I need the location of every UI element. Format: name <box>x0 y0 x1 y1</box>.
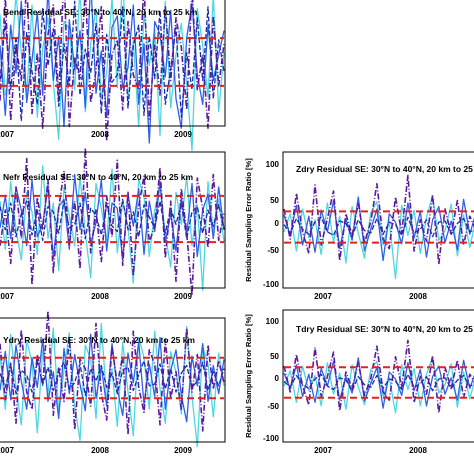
panel-nefr-xtick: 2009 <box>174 292 192 301</box>
panel-nefr-title: Nefr Residual SE: 30°N to 40°N, 20 km to… <box>3 172 194 182</box>
panel-bend-series-line <box>0 0 225 142</box>
panel-tdry-title: Tdry Residual SE: 30°N to 40°N, 20 km to… <box>296 324 474 334</box>
panel-zdry-xtick: 2008 <box>409 292 427 301</box>
panel-zdry-ytick: -50 <box>267 246 279 255</box>
panel-zdry-title: Zdry Residual SE: 30°N to 40°N, 20 km to… <box>296 164 474 174</box>
panel-tdry-ytick: 0 <box>275 374 280 383</box>
panel-bend-frame <box>0 0 226 127</box>
panel-tdry: Tdry Residual SE: 30°N to 40°N, 20 km to… <box>244 309 474 455</box>
panel-bend-series-line <box>0 0 225 144</box>
panel-tdry-ylabel: Residual Sampling Error Ratio [%] <box>244 314 253 438</box>
panel-bend: Bend Residual SE: 30°N to 40°N, 20 km to… <box>0 0 226 151</box>
panel-tdry-ytick: 50 <box>270 352 279 361</box>
panel-ydry-series <box>0 310 225 448</box>
panel-nefr-series <box>0 147 225 297</box>
panel-zdry-series-line <box>283 174 474 266</box>
panel-tdry-xtick: 2007 <box>314 446 332 455</box>
panel-tdry-series <box>283 339 474 414</box>
panel-tdry-series-line <box>283 357 474 409</box>
panel-nefr: Nefr Residual SE: 30°N to 40°N, 20 km to… <box>0 147 226 301</box>
panel-tdry-series-line <box>283 356 474 414</box>
panel-bend-xtick: 2009 <box>174 130 192 139</box>
panel-zdry: Zdry Residual SE: 30°N to 40°N, 20 km to… <box>244 151 474 301</box>
panel-nefr-xtick: 2007 <box>0 292 14 301</box>
panel-zdry-ylabel: Residual Sampling Error Ratio [%] <box>244 158 253 282</box>
panel-zdry-series-line <box>283 196 474 262</box>
panel-zdry-series-line <box>283 216 474 238</box>
panel-bend-series <box>0 0 225 151</box>
panel-nefr-frame <box>0 151 226 289</box>
panel-zdry-series <box>283 174 474 280</box>
panel-bend-xtick: 2007 <box>0 130 14 139</box>
panel-bend-series-line <box>0 0 225 122</box>
panel-ydry-series-line <box>0 333 225 423</box>
panel-tdry-ytick: -50 <box>267 402 279 411</box>
panel-tdry-series-line <box>283 339 474 414</box>
panel-nefr-xtick: 2008 <box>91 292 109 301</box>
panel-zdry-frame <box>282 151 474 289</box>
panel-tdry-ytick: -100 <box>263 434 280 443</box>
panel-ydry-frame <box>0 317 226 443</box>
panel-bend-xtick: 2008 <box>91 130 109 139</box>
panel-ydry-series-line <box>0 322 225 448</box>
panel-zdry-xtick: 2007 <box>314 292 332 301</box>
panel-zdry-ytick: 0 <box>275 219 280 228</box>
panel-zdry-ytick: 100 <box>266 160 280 169</box>
panel-ydry-xtick: 2007 <box>0 446 14 455</box>
panel-zdry-ytick: 50 <box>270 196 279 205</box>
panel-ydry-xtick: 2008 <box>91 446 109 455</box>
panel-ydry-xtick: 2009 <box>174 446 192 455</box>
panel-tdry-ytick: 100 <box>266 317 280 326</box>
panel-bend-title: Bend Residual SE: 30°N to 40°N, 20 km to… <box>3 7 198 17</box>
panel-zdry-ytick: -100 <box>263 280 280 289</box>
panel-zdry-series-line <box>283 195 474 280</box>
panel-ydry-title: Ydry Residual SE: 30°N to 40°N, 20 km to… <box>3 335 195 345</box>
panel-ydry-series-line <box>0 360 225 396</box>
panel-tdry-xtick: 2008 <box>409 446 427 455</box>
panel-nefr-series-line <box>0 164 225 291</box>
panel-tdry-frame <box>282 309 474 443</box>
panel-bend-series-line <box>0 0 225 151</box>
panel-ydry: Ydry Residual SE: 30°N to 40°N, 20 km to… <box>0 310 226 455</box>
